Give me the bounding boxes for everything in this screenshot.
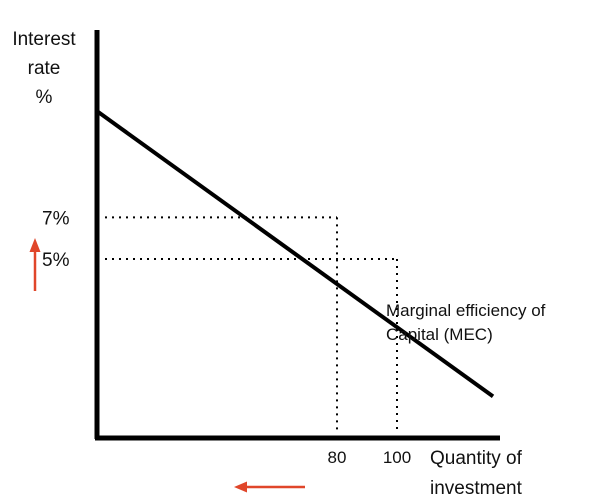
- interest-rise-arrow-icon: [29, 238, 41, 291]
- mec-line: [95, 109, 495, 398]
- investment-fall-arrow-icon: [234, 481, 305, 493]
- x-axis-label-line-1: Quantity of: [430, 448, 523, 469]
- x-tick-label-2: 100: [383, 448, 411, 467]
- y-axis-label-line-2: rate: [28, 58, 61, 79]
- tick-labels: 7% 5% 80 100: [42, 208, 411, 467]
- y-tick-label-1: 7%: [42, 208, 70, 229]
- x-tick-label-1: 80: [328, 448, 347, 467]
- x-axis-label-line-2: investment: [430, 478, 523, 499]
- mec-label-line-1: Marginal efficiency of: [386, 301, 546, 320]
- y-axis-label-line-1: Interest: [12, 29, 76, 50]
- y-tick-label-2: 5%: [42, 250, 70, 271]
- mec-label-line-2: Capital (MEC): [386, 325, 493, 344]
- y-axis-label-line-3: %: [36, 87, 53, 108]
- guide-lines: [105, 216, 398, 432]
